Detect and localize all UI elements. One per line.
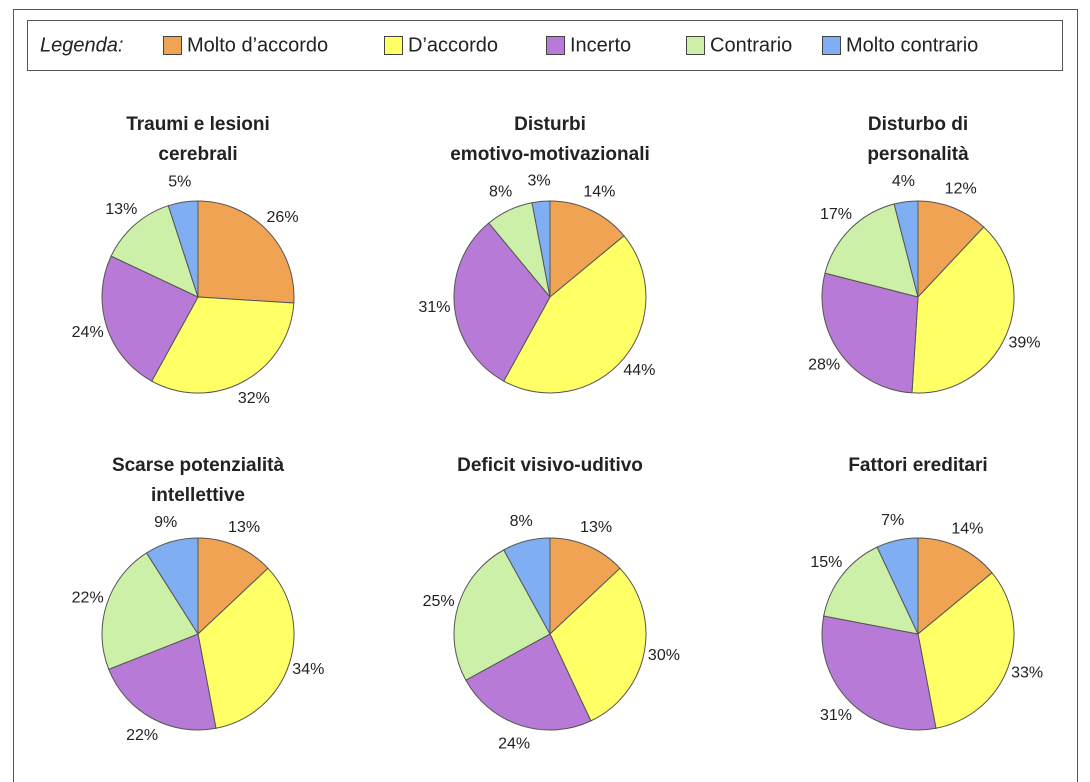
value-label: 8% xyxy=(489,183,512,200)
pie-slice xyxy=(167,200,199,298)
pie-slice xyxy=(197,537,269,636)
value-label: 44% xyxy=(623,362,655,379)
pie-slice xyxy=(145,537,199,636)
value-label: 22% xyxy=(126,727,158,744)
pie-slice xyxy=(821,615,937,731)
pie-slice xyxy=(108,633,217,731)
legend-swatch xyxy=(384,36,403,55)
legend-label: Contrario xyxy=(710,34,792,56)
pie-slice xyxy=(503,537,551,635)
pie-slice xyxy=(101,255,199,382)
value-label: 12% xyxy=(945,180,977,197)
value-label: 14% xyxy=(583,183,615,200)
pie-slice xyxy=(917,200,985,299)
pie-slice xyxy=(465,633,592,731)
pie-slice xyxy=(917,572,1015,729)
pie-slice xyxy=(197,200,295,304)
pie-slice xyxy=(101,552,199,670)
value-label: 31% xyxy=(820,707,852,724)
value-label: 24% xyxy=(72,324,104,341)
value-label: 32% xyxy=(238,390,270,407)
value-label: 15% xyxy=(810,554,842,571)
chart-title: Deficit visivo-uditivo xyxy=(457,455,643,476)
value-label: 28% xyxy=(808,356,840,373)
value-label: 33% xyxy=(1011,665,1043,682)
value-label: 17% xyxy=(820,206,852,223)
value-label: 25% xyxy=(423,593,455,610)
value-label: 22% xyxy=(72,589,104,606)
chart-title: Disturbi xyxy=(514,114,586,135)
value-label: 4% xyxy=(892,173,915,190)
legend-title: Legenda: xyxy=(40,34,123,56)
value-label: 39% xyxy=(1008,334,1040,351)
pie-slice xyxy=(917,537,993,636)
chart-title: personalità xyxy=(867,144,969,165)
value-label: 3% xyxy=(528,173,551,190)
value-label: 5% xyxy=(168,174,191,191)
chart-title: Disturbo di xyxy=(868,114,968,135)
value-label: 13% xyxy=(228,519,260,536)
legend-label: D’accordo xyxy=(408,34,498,56)
chart-title: Scarse potenzialità xyxy=(112,455,285,476)
pie-slice xyxy=(824,203,919,298)
value-label: 30% xyxy=(648,647,680,664)
pie-slice xyxy=(549,567,647,722)
pie-slice xyxy=(453,549,551,681)
value-label: 24% xyxy=(498,736,530,753)
value-label: 31% xyxy=(418,299,450,316)
legend-swatch xyxy=(163,36,182,55)
chart-title: emotivo-motivazionali xyxy=(450,144,650,165)
value-label: 14% xyxy=(951,520,983,537)
chart-title: intellettive xyxy=(151,485,245,506)
chart-title: Fattori ereditari xyxy=(848,455,987,476)
value-label: 34% xyxy=(292,661,324,678)
pie-slice xyxy=(549,200,625,299)
pie-slice xyxy=(110,205,199,298)
pie-slice xyxy=(876,537,919,635)
pie-slice xyxy=(893,200,919,298)
legend-swatch xyxy=(822,36,841,55)
legend-label: Incerto xyxy=(570,34,631,56)
legend-swatch xyxy=(686,36,705,55)
pie-slice xyxy=(911,226,1015,394)
legend-swatch xyxy=(546,36,565,55)
pie-slice xyxy=(151,296,295,394)
pie-slice xyxy=(531,200,551,298)
pie-slice xyxy=(823,546,919,635)
value-label: 13% xyxy=(105,201,137,218)
value-label: 26% xyxy=(267,209,299,226)
pie-slice xyxy=(453,222,551,382)
legend-box xyxy=(27,20,1063,71)
pie-slice xyxy=(821,272,919,394)
value-label: 7% xyxy=(881,512,904,529)
chart-title: cerebrali xyxy=(158,144,237,165)
value-label: 9% xyxy=(154,514,177,531)
value-label: 13% xyxy=(580,519,612,536)
pie-slice xyxy=(197,567,295,729)
pie-slice xyxy=(503,235,647,394)
legend-label: Molto d’accordo xyxy=(187,34,328,56)
chart-title: Traumi e lesioni xyxy=(126,114,270,135)
pie-slice xyxy=(549,537,621,636)
value-label: 8% xyxy=(510,513,533,530)
legend-label: Molto contrario xyxy=(846,34,978,56)
